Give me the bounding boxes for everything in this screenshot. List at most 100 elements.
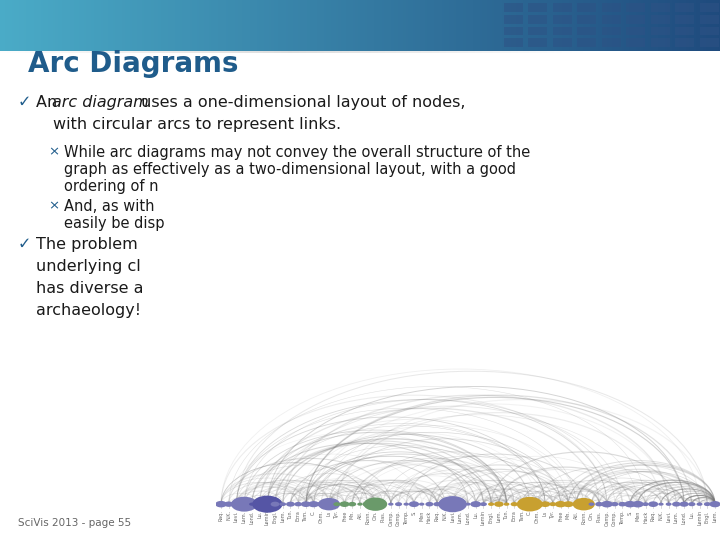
Text: Engl.: Engl. — [705, 510, 710, 523]
Bar — [225, 0, 229, 51]
Circle shape — [362, 501, 373, 507]
Bar — [341, 0, 344, 51]
Text: Lu.: Lu. — [689, 510, 694, 518]
Bar — [515, 51, 518, 53]
Bar — [660, 0, 663, 51]
Bar — [274, 51, 277, 53]
Bar — [542, 0, 546, 51]
Bar — [199, 0, 202, 51]
Bar — [47, 51, 50, 53]
Bar — [185, 0, 188, 51]
Bar — [241, 51, 245, 53]
Bar — [79, 51, 83, 53]
Bar — [598, 0, 600, 51]
Bar — [518, 51, 522, 53]
Bar — [562, 51, 565, 53]
Bar — [43, 51, 47, 53]
Bar — [670, 51, 673, 53]
Text: Plas.: Plas. — [381, 510, 386, 522]
Text: underlying cl: underlying cl — [36, 259, 140, 274]
Bar — [144, 51, 148, 53]
Bar — [504, 51, 508, 53]
Bar — [655, 0, 658, 51]
Bar — [651, 3, 670, 12]
Text: Lam.: Lam. — [674, 510, 679, 523]
Bar — [63, 0, 66, 51]
Bar — [106, 0, 109, 51]
Bar — [492, 0, 495, 51]
Text: The problem: The problem — [36, 237, 138, 252]
Bar — [328, 51, 331, 53]
Bar — [684, 51, 688, 53]
Bar — [319, 0, 323, 51]
Bar — [302, 51, 306, 53]
Bar — [551, 51, 554, 53]
Bar — [557, 0, 560, 51]
Bar — [24, 0, 27, 51]
Text: Lem.: Lem. — [280, 510, 285, 522]
Bar — [155, 51, 158, 53]
Text: While arc diagrams may not convey the overall structure of the: While arc diagrams may not convey the ov… — [64, 145, 530, 160]
Bar — [607, 0, 611, 51]
Circle shape — [433, 502, 441, 507]
Bar — [626, 26, 645, 36]
Bar — [90, 51, 94, 53]
Bar — [374, 0, 377, 51]
Bar — [700, 26, 719, 36]
Bar — [667, 0, 670, 51]
Bar — [91, 0, 94, 51]
Bar — [700, 3, 719, 12]
Bar — [60, 0, 63, 51]
Bar — [407, 51, 410, 53]
Circle shape — [510, 502, 518, 507]
Text: An: An — [36, 95, 63, 110]
Bar — [648, 0, 651, 51]
Bar — [120, 0, 123, 51]
Circle shape — [632, 501, 644, 508]
Bar — [569, 0, 572, 51]
Bar — [421, 51, 425, 53]
Bar — [677, 0, 680, 51]
Bar — [205, 51, 209, 53]
Circle shape — [318, 498, 340, 510]
Bar — [173, 51, 176, 53]
Bar — [139, 0, 143, 51]
Bar — [384, 0, 387, 51]
Bar — [248, 51, 252, 53]
Bar — [490, 0, 492, 51]
Circle shape — [308, 501, 319, 507]
Bar — [156, 0, 159, 51]
Text: Mn.: Mn. — [566, 510, 571, 519]
Bar — [675, 3, 694, 12]
Bar — [132, 0, 135, 51]
Text: And, as with: And, as with — [64, 199, 155, 214]
Text: C.: C. — [311, 510, 316, 515]
Bar — [353, 51, 356, 53]
Bar — [698, 51, 702, 53]
Bar — [626, 15, 645, 24]
Bar — [414, 51, 418, 53]
Bar — [351, 0, 354, 51]
Bar — [410, 51, 414, 53]
Circle shape — [254, 501, 265, 507]
Bar — [511, 51, 515, 53]
Bar — [76, 51, 79, 53]
Bar — [655, 51, 659, 53]
Text: Ronn.: Ronn. — [365, 510, 370, 524]
Bar — [189, 0, 193, 51]
Bar — [2, 0, 6, 51]
Bar — [644, 51, 648, 53]
Bar — [430, 0, 433, 51]
Bar — [281, 51, 284, 53]
Bar — [577, 38, 596, 47]
Bar — [601, 51, 605, 53]
Bar — [392, 51, 396, 53]
Circle shape — [549, 502, 557, 506]
Bar — [583, 51, 587, 53]
Circle shape — [348, 502, 356, 507]
Bar — [598, 51, 601, 53]
Bar — [436, 51, 439, 53]
Bar — [576, 0, 579, 51]
Bar — [271, 0, 274, 51]
Bar — [300, 0, 303, 51]
